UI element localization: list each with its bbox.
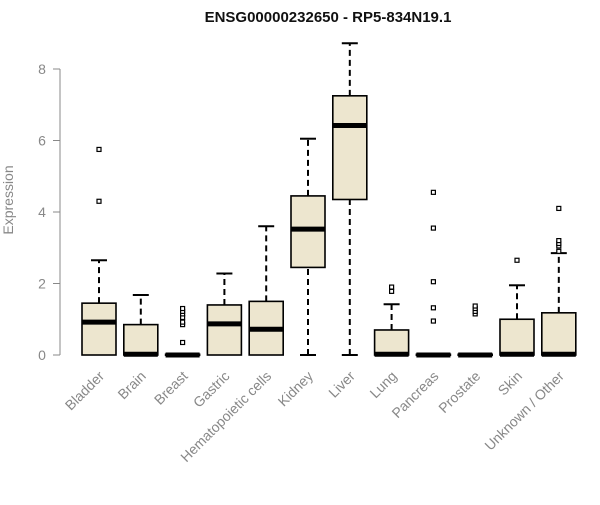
outlier-point	[389, 284, 395, 290]
outlier-point	[514, 257, 520, 263]
y-axis: 0 2 4 6 8	[38, 61, 61, 363]
outlier-point	[389, 288, 395, 294]
y-tick-label: 2	[38, 276, 46, 292]
boxes-group	[81, 42, 577, 358]
outlier-point	[430, 279, 436, 285]
box-10	[457, 303, 494, 358]
outlier-point	[556, 248, 562, 254]
box-4	[206, 272, 243, 356]
outlier-point	[96, 146, 102, 153]
outlier-point	[430, 318, 436, 324]
box-rect	[290, 195, 326, 269]
box-rect	[373, 329, 410, 356]
box-3	[164, 305, 201, 358]
box-2	[123, 293, 159, 357]
box-rect	[206, 304, 243, 356]
x-tick-label: Kidney	[275, 368, 317, 410]
x-tick-label: Breast	[151, 368, 191, 408]
outlier-point	[180, 305, 186, 312]
y-axis-label: Expression	[0, 165, 16, 234]
outlier-point	[430, 225, 436, 231]
box-rect	[81, 302, 117, 356]
outlier-point	[556, 238, 562, 244]
x-tick-label: Skin	[495, 368, 526, 399]
chart-title: ENSG00000232650 - RP5-834N19.1	[205, 9, 452, 26]
outlier-point	[180, 339, 186, 346]
y-tick-label: 0	[38, 347, 46, 363]
y-tick-label: 6	[38, 133, 46, 149]
box-5	[248, 225, 284, 356]
box-rect	[331, 95, 368, 201]
y-tick-label: 8	[38, 61, 46, 77]
box-11	[499, 257, 535, 357]
outlier-point	[430, 305, 436, 311]
x-tick-label: Unknown / Other	[481, 368, 567, 454]
box-rect	[123, 323, 159, 356]
box-9	[415, 189, 452, 358]
x-tick-label: Brain	[114, 368, 148, 402]
outlier-point	[430, 189, 436, 195]
box-1	[81, 146, 117, 356]
outlier-point	[556, 205, 562, 212]
x-tick-label: Bladder	[62, 368, 108, 414]
x-tick-label: Liver	[325, 368, 358, 401]
box-rect	[499, 318, 535, 356]
outlier-point	[96, 198, 102, 204]
x-tick-label: Prostate	[435, 368, 483, 416]
box-8	[373, 284, 410, 357]
box-6	[290, 137, 326, 356]
box-12	[540, 205, 577, 357]
box-rect	[540, 312, 577, 356]
outlier-point	[472, 303, 478, 309]
box-7	[331, 42, 368, 356]
y-tick-label: 4	[38, 204, 46, 220]
x-tick-label: Lung	[366, 368, 399, 401]
outlier-point	[180, 319, 186, 325]
